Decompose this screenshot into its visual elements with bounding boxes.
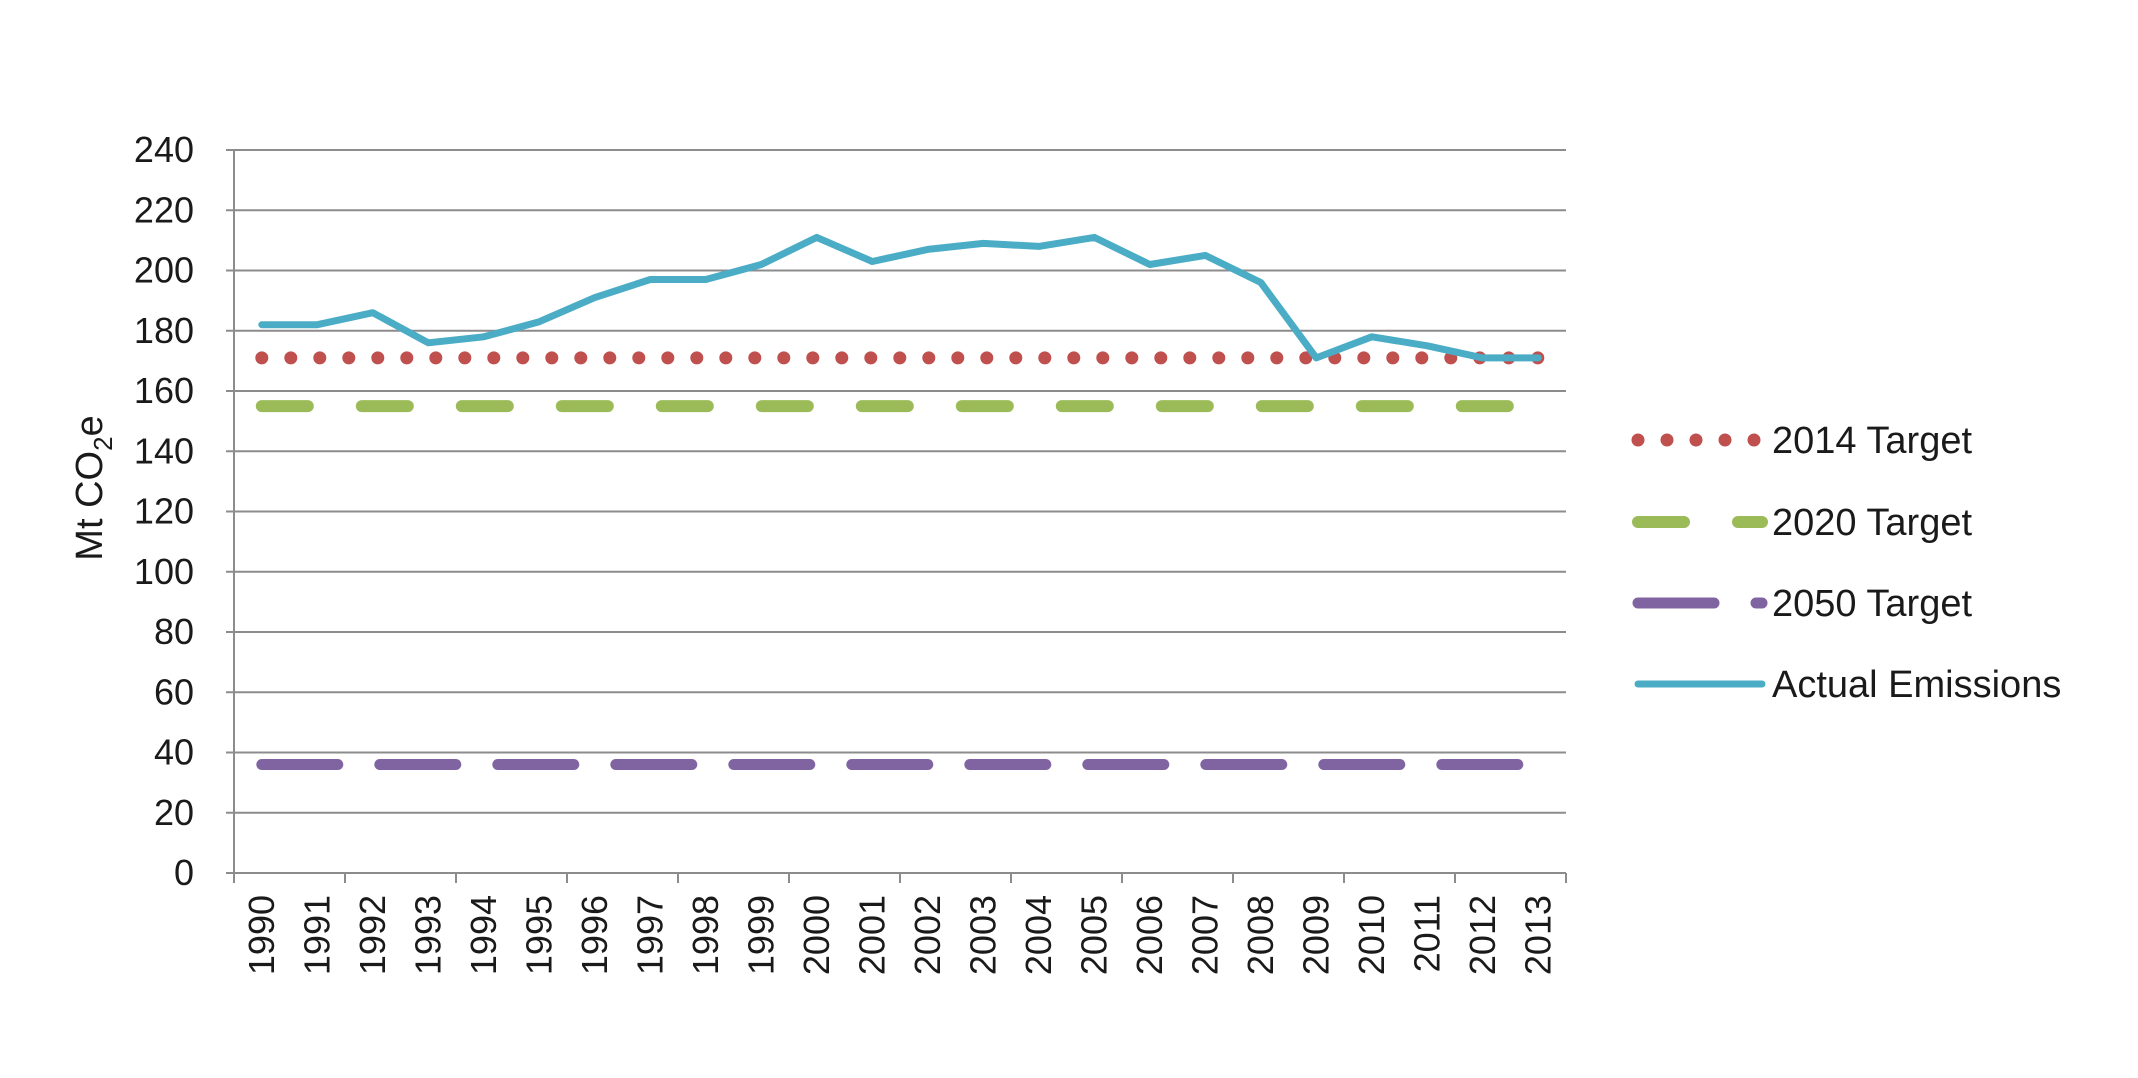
x-tick-label-2004: 2004: [1018, 895, 1059, 975]
data-point-2050-target-2013: [1538, 764, 1539, 765]
legend-label-2020-target: 2020 Target: [1772, 502, 1972, 544]
data-point-2014-target-2005: [1094, 357, 1095, 358]
legend-item-actual-emissions: Actual Emissions: [1634, 664, 2061, 706]
legend: 2014 Target 2020 Target 2050 Target Actual …: [1631, 420, 2061, 706]
legend-item-2020-target: 2020 Target: [1632, 502, 1972, 544]
y-tick-label-0: 0: [174, 852, 194, 893]
y-axis-title: Mt CO2e: [69, 415, 118, 560]
data-point-2050-target-1992: [372, 764, 373, 765]
x-tick-label-1991: 1991: [296, 895, 337, 975]
y-tick-label-140: 140: [134, 430, 194, 471]
data-point-2020-target-1995: [539, 406, 540, 407]
y-tick-label-200: 200: [134, 250, 194, 291]
y-tick-label-160: 160: [134, 370, 194, 411]
y-tick-label-180: 180: [134, 310, 194, 351]
data-point-2014-target-1996: [594, 357, 595, 358]
x-tick-label-2000: 2000: [796, 895, 837, 975]
x-tick-label-2010: 2010: [1351, 895, 1392, 975]
gridlines: [234, 149, 1566, 814]
x-tick-label-2008: 2008: [1240, 895, 1281, 975]
x-tick-label-2005: 2005: [1073, 895, 1114, 975]
data-point-2050-target-2009: [1316, 764, 1317, 765]
x-tick-label-1992: 1992: [352, 895, 393, 975]
x-tick-label-2012: 2012: [1462, 895, 1503, 975]
data-point-2014-target-2007: [1205, 357, 1206, 358]
data-point-2020-target-2006: [1149, 406, 1150, 407]
axes: [226, 149, 1567, 883]
x-tick-label-1995: 1995: [518, 895, 559, 975]
series-actual-emissions: [258, 233, 1542, 362]
series-2020-target: [255, 400, 1545, 413]
data-point-2020-target-1997: [650, 406, 651, 407]
legend-label-actual-emissions: Actual Emissions: [1772, 664, 2061, 706]
x-tick-label-1990: 1990: [241, 895, 282, 975]
x-tick-label-2011: 2011: [1406, 895, 1447, 972]
legend-item-2014-target: 2014 Target: [1631, 420, 1972, 462]
x-tick-label-1997: 1997: [629, 895, 670, 975]
data-point-2050-target-1998: [705, 764, 706, 765]
x-tick-labels: 1990 1991 1992 1993 1994 1995 1996 1997 1998 1999…: [241, 895, 1559, 975]
data-point-2014-target-1995: [539, 357, 540, 358]
x-tick-label-2003: 2003: [962, 895, 1003, 975]
data-point-2014-target-1998: [705, 357, 706, 358]
data-point-2020-target-2004: [1038, 406, 1039, 407]
data-point-2050-target-2011: [1427, 764, 1428, 765]
x-tick-label-1993: 1993: [407, 895, 448, 975]
x-tick-label-1996: 1996: [574, 895, 615, 975]
y-tick-label-60: 60: [154, 671, 194, 712]
series-line-actual-emissions: [258, 233, 1542, 362]
y-tick-label-20: 20: [154, 792, 194, 833]
series-2050-target: [256, 759, 1544, 770]
y-tick-label-220: 220: [134, 189, 194, 230]
data-point-2050-target-1994: [483, 764, 484, 765]
series-lines: [255, 233, 1545, 770]
data-point-2020-target-2009: [1316, 406, 1317, 407]
data-point-2020-target-2000: [816, 406, 817, 407]
x-tick-label-2006: 2006: [1129, 895, 1170, 975]
x-tick-label-2007: 2007: [1184, 895, 1225, 975]
data-point-2014-target-1994: [483, 357, 484, 358]
data-point-2050-target-1996: [594, 764, 595, 765]
y-tick-label-240: 240: [134, 129, 194, 170]
legend-item-2050-target: 2050 Target: [1632, 583, 1972, 625]
data-point-2020-target-1991: [317, 406, 318, 407]
data-point-2014-target-2010: [1371, 357, 1372, 358]
legend-label-2014-target: 2014 Target: [1772, 420, 1972, 462]
data-point-2020-target-2002: [927, 406, 928, 407]
x-tick-label-2009: 2009: [1295, 895, 1336, 975]
x-tick-label-2002: 2002: [907, 895, 948, 975]
data-point-2020-target-2013: [1538, 406, 1539, 407]
y-tick-label-100: 100: [134, 551, 194, 592]
x-tick-label-1994: 1994: [463, 895, 504, 975]
y-tick-label-120: 120: [134, 491, 194, 532]
legend-label-2050-target: 2050 Target: [1772, 583, 1972, 625]
data-point-2014-target-1993: [428, 357, 429, 358]
y-tick-labels: 0 20 40 60 80 100 120 140 160 180 200 220 240: [134, 129, 194, 893]
data-point-2014-target-2006: [1149, 357, 1150, 358]
x-tick-label-1999: 1999: [740, 895, 781, 975]
data-point-2020-target-1993: [428, 406, 429, 407]
data-point-2050-target-2000: [816, 764, 817, 765]
data-point-2020-target-2011: [1427, 406, 1428, 407]
y-tick-label-40: 40: [154, 732, 194, 773]
data-point-2014-target-2008: [1260, 357, 1261, 358]
x-tick-label-2001: 2001: [851, 895, 892, 975]
x-tick-label-2013: 2013: [1517, 895, 1558, 975]
data-point-2014-target-1997: [650, 357, 651, 358]
y-tick-label-80: 80: [154, 611, 194, 652]
y-axis-title-subscript: 2: [88, 436, 118, 450]
series-2014-target: [255, 351, 1545, 365]
y-axis-title-main: Mt CO: [69, 451, 111, 561]
y-axis-title-tail: e: [69, 415, 111, 436]
x-tick-label-1998: 1998: [685, 895, 726, 975]
